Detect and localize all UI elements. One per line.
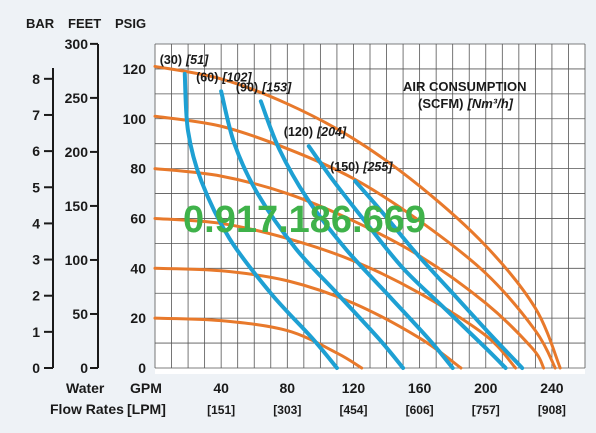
air-curve-label-nm3h: [51] <box>185 53 209 67</box>
air-curve-label-scfm: (60) <box>196 70 218 84</box>
scfm-unit: (SCFM) <box>418 96 464 111</box>
bar-tick-label: 7 <box>32 107 40 123</box>
gpm-tick-label: 80 <box>280 380 296 396</box>
feet-tick-label: 300 <box>65 36 89 52</box>
air-consumption-title: AIR CONSUMPTION <box>403 79 527 94</box>
psig-ticks: 0 20 40 60 80 100 120 <box>123 61 147 376</box>
bar-tick-label: 4 <box>32 215 40 231</box>
feet-tick-label: 250 <box>65 90 89 106</box>
pressure-curve-40-psig <box>153 266 463 370</box>
psig-tick-label: 20 <box>130 310 146 326</box>
air-consumption-subtitle: (SCFM) [Nm³/h] <box>418 96 514 111</box>
gpm-unit-label: GPM <box>130 380 162 396</box>
gpm-tick-label: 120 <box>342 380 366 396</box>
lpm-tick-label: [454] <box>339 403 367 417</box>
bar-tick-label: 0 <box>32 360 40 376</box>
gpm-tick-label: 40 <box>213 380 229 396</box>
psig-tick-label: 0 <box>138 360 146 376</box>
psig-tick-label: 100 <box>123 111 147 127</box>
air-curve-label-scfm: (90) <box>236 80 258 94</box>
air-curve-label: (30) [51] <box>160 53 209 67</box>
lpm-tick-label: [908] <box>538 403 566 417</box>
bar-tick-label: 2 <box>32 288 40 304</box>
air-curve-label-scfm: (150) <box>330 160 359 174</box>
bar-unit-label: BAR <box>26 16 55 31</box>
flow-rates-caption: Flow Rates <box>50 401 124 417</box>
lpm-unit-label: [LPM] <box>127 401 166 417</box>
psig-tick-label: 80 <box>130 161 146 177</box>
air-curve-150-scfm <box>353 179 525 370</box>
bar-ticks: 0 1 2 3 4 5 6 7 8 <box>32 71 53 376</box>
air-curve-label-nm3h: [153] <box>261 80 292 94</box>
psig-tick-label: 120 <box>123 61 147 77</box>
air-curve-label-scfm: (30) <box>160 53 182 67</box>
lpm-tick-label: [757] <box>472 403 500 417</box>
feet-tick-label: 150 <box>65 198 89 214</box>
phone-watermark: 0.917.186.669 <box>183 199 426 241</box>
air-curve-60-scfm <box>219 89 406 370</box>
air-curve-label-nm3h: [204] <box>316 125 347 139</box>
feet-tick-label: 50 <box>72 306 88 322</box>
water-caption: Water <box>66 380 105 396</box>
gpm-tick-label: 200 <box>474 380 498 396</box>
psig-tick-label: 60 <box>130 210 146 226</box>
air-curve-label-nm3h: [255] <box>362 160 393 174</box>
lpm-tick-label: [303] <box>273 403 301 417</box>
air-curve-label: (150) [255] <box>330 160 393 174</box>
feet-ticks: 0 50 100 150 200 250 300 <box>65 36 98 376</box>
air-curve-label: (90) [153] <box>236 80 292 94</box>
bar-tick-label: 5 <box>32 179 40 195</box>
feet-tick-label: 100 <box>65 252 89 268</box>
pressure-curve-120-psig <box>153 64 562 370</box>
air-curve-label: (60) [102] <box>196 70 252 84</box>
feet-tick-label: 0 <box>80 360 88 376</box>
air-curve-label: (120) [204] <box>284 125 347 139</box>
pressure-curve-20-psig <box>153 316 364 370</box>
psig-unit-label: PSIG <box>115 16 146 31</box>
feet-unit-label: FEET <box>68 16 101 31</box>
lpm-tick-label: [151] <box>207 403 235 417</box>
bar-tick-label: 8 <box>32 71 40 87</box>
air-consumption-curves <box>182 71 525 370</box>
pressure-curve-80-psig <box>153 167 546 370</box>
lpm-tick-label: [606] <box>406 403 434 417</box>
grid <box>154 43 586 369</box>
air-curve-label-nm3h: [102] <box>221 70 252 84</box>
air-curve-labels: (30) [51] (60) [102](90) [153] (120) [204] (150… <box>160 53 394 174</box>
bar-tick-label: 3 <box>32 252 40 268</box>
air-curve-120-scfm <box>306 144 508 370</box>
x-ticks: 40 [151] 80 [303] 120 [454] 160 [606] 200 [757] 24… <box>207 380 566 417</box>
bar-tick-label: 1 <box>32 324 40 340</box>
nm3h-unit: [Nm³/h] <box>467 96 514 111</box>
bar-tick-label: 6 <box>32 143 40 159</box>
gpm-tick-label: 240 <box>540 380 564 396</box>
air-curve-90-scfm <box>258 99 455 370</box>
air-curve-30-scfm <box>182 71 339 370</box>
psig-tick-label: 40 <box>130 260 146 276</box>
pressure-curve-100-psig <box>153 114 557 370</box>
air-curve-label-scfm: (120) <box>284 125 313 139</box>
feet-tick-label: 200 <box>65 144 89 160</box>
gpm-tick-label: 160 <box>408 380 432 396</box>
